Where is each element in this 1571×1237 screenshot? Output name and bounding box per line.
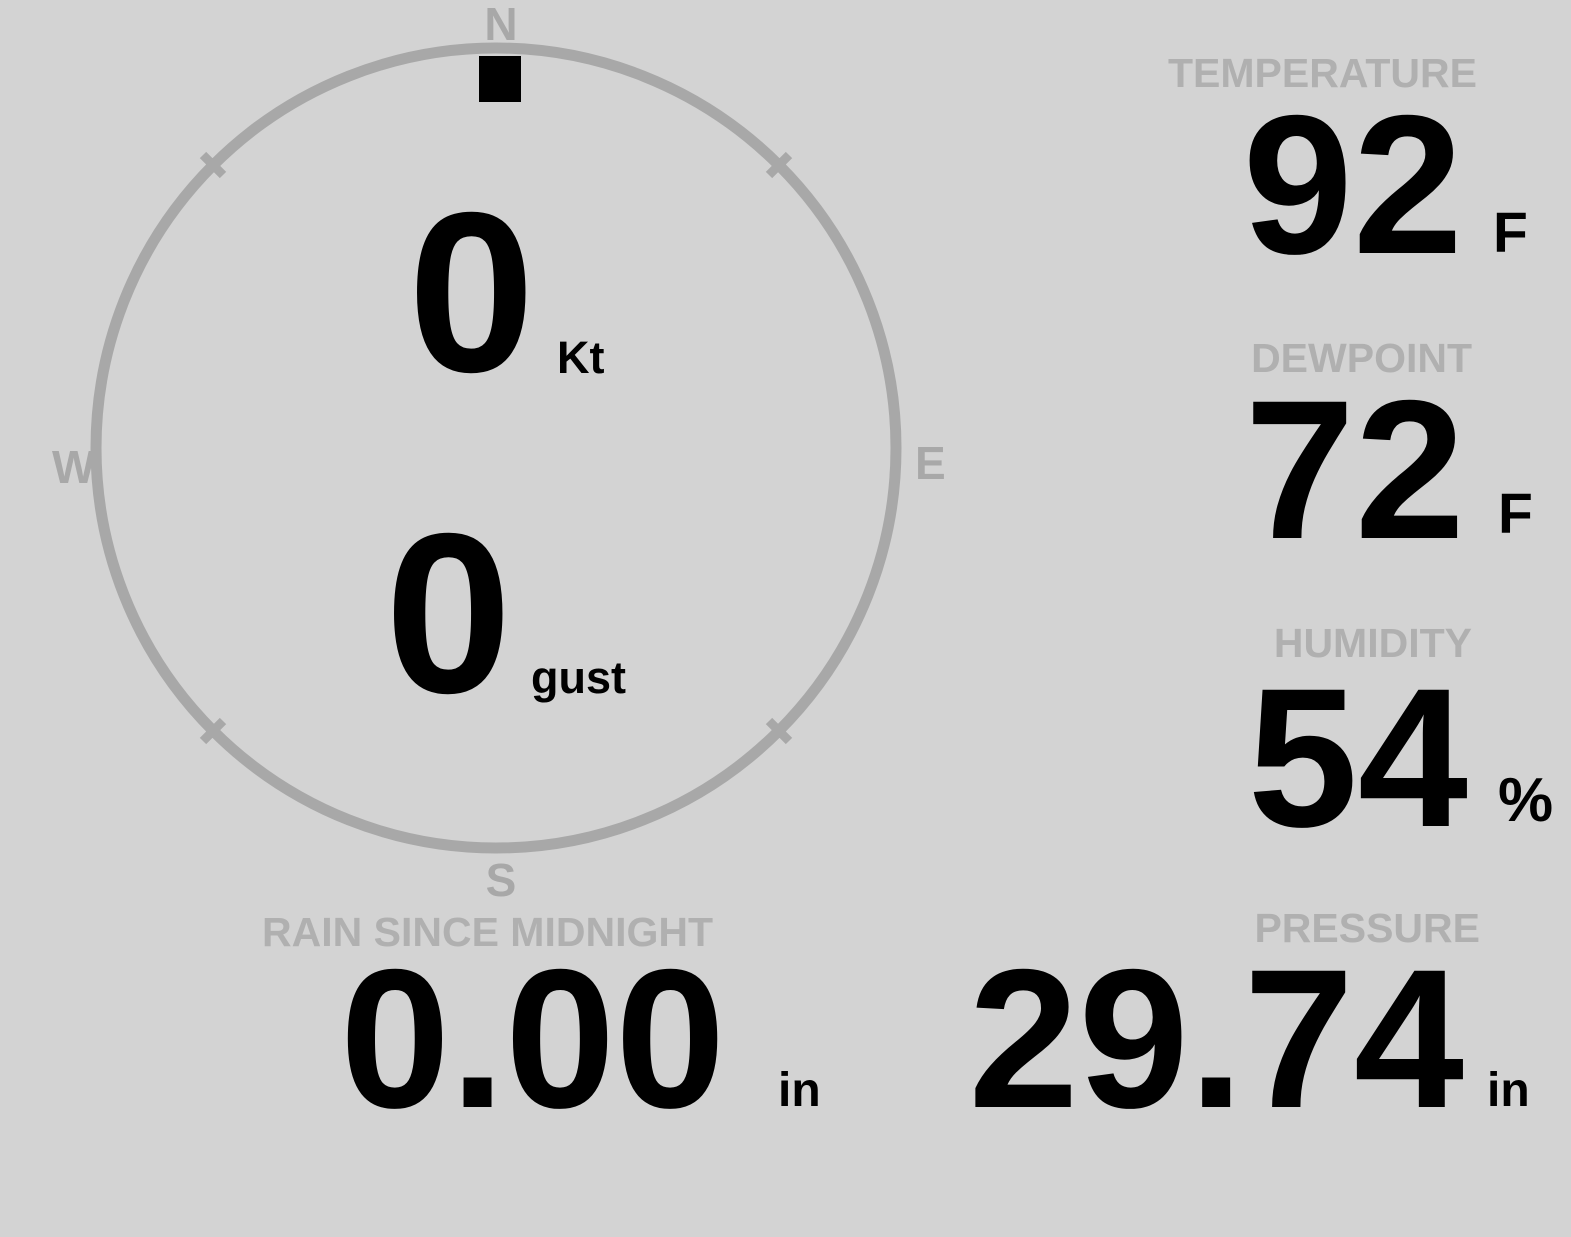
compass-tick-se — [765, 717, 793, 745]
wind-direction-indicator-icon — [479, 56, 521, 102]
wind-speed-unit: Kt — [557, 332, 605, 383]
temperature-label: TEMPERATURE — [1167, 50, 1477, 96]
rain-since-midnight-label: RAIN SINCE MIDNIGHT — [262, 909, 713, 955]
rain-since-midnight-value: 0.00 — [340, 928, 726, 1149]
pressure-unit: in — [1487, 1064, 1530, 1117]
temperature-unit: F — [1493, 201, 1528, 265]
rain-since-midnight-unit: in — [778, 1064, 821, 1117]
dewpoint-value: 72 — [1244, 359, 1465, 580]
compass-tick-nw — [199, 151, 227, 179]
dewpoint-label: DEWPOINT — [1251, 335, 1472, 381]
compass-label-east: E — [915, 437, 946, 489]
compass-tick-ne — [765, 151, 793, 179]
wind-gust-value: 0 — [385, 487, 512, 741]
wind-speed-value: 0 — [408, 166, 535, 420]
pressure-label: PRESSURE — [1254, 905, 1480, 951]
compass-label-west: W — [52, 441, 96, 493]
pressure-value: 29.74 — [968, 928, 1464, 1149]
humidity-label: HUMIDITY — [1273, 620, 1472, 666]
compass-tick-sw — [199, 717, 227, 745]
compass-ring — [90, 42, 902, 854]
humidity-value: 54 — [1247, 647, 1468, 868]
compass-label-south: S — [485, 854, 517, 906]
wind-gust-unit: gust — [531, 652, 626, 703]
compass-label-north: N — [484, 0, 518, 50]
temperature-value: 92 — [1242, 74, 1463, 295]
humidity-unit: % — [1498, 766, 1554, 835]
dewpoint-unit: F — [1498, 482, 1533, 546]
